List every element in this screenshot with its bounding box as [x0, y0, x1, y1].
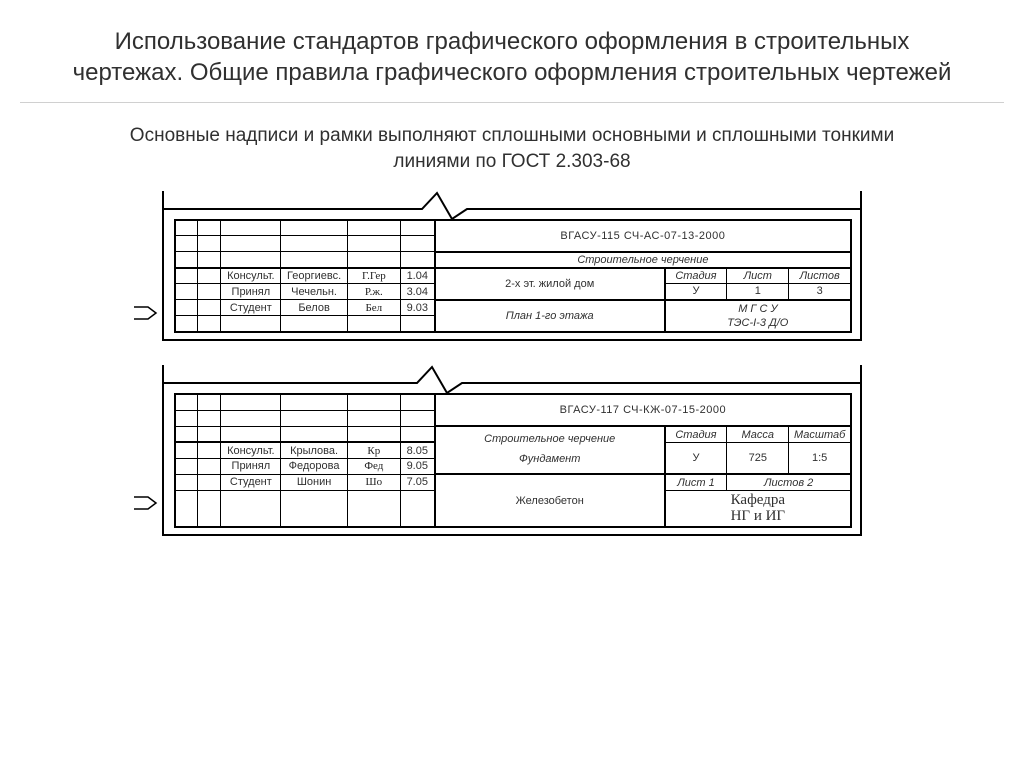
stage-val: У: [665, 284, 727, 300]
signature: Р.ж.: [347, 284, 400, 300]
sheet-name: План 1-го этажа: [435, 300, 665, 333]
sheet-val: 1: [727, 284, 789, 300]
pointer-icon: [134, 303, 162, 323]
divider: [20, 102, 1004, 103]
drawing-code: ВГАСУ-115 СЧ-АС-07-13-2000: [435, 220, 851, 252]
object-name: 2-х эт. жилой дом: [435, 268, 665, 300]
signature: Г.Гер: [347, 268, 400, 284]
org-block: КафедраНГ и ИГ: [665, 490, 851, 527]
mass-val: 725: [727, 442, 789, 474]
mass-hdr: Масса: [727, 426, 789, 442]
sheets-val: 3: [789, 284, 851, 300]
role-name: Федорова: [281, 458, 348, 474]
scale-val: 1:5: [789, 442, 851, 474]
pointer-icon: [134, 493, 162, 513]
stage-hdr: Стадия: [665, 268, 727, 284]
subtitle: Основные надписи и рамки выполняют сплош…: [0, 123, 1024, 190]
role-label: Студент: [221, 474, 281, 490]
role-label: Принял: [221, 458, 281, 474]
role-date: 3.04: [400, 284, 434, 300]
role-date: 8.05: [400, 442, 434, 458]
sheet-hdr: Лист: [727, 268, 789, 284]
title-block-2: ВГАСУ-117 СЧ-КЖ-07-15-2000 Строительное …: [162, 365, 862, 536]
signature: Бел: [347, 300, 400, 316]
role-label: Консульт.: [221, 268, 281, 284]
org-block: М Г С УТЭС-I-3 Д/О: [665, 300, 851, 333]
signature: Кр: [347, 442, 400, 458]
discipline-object: Строительное черчение Фундамент: [435, 426, 665, 474]
sheet-name: Железобетон: [435, 474, 665, 527]
discipline: Строительное черчение: [435, 252, 851, 268]
title-block-1: ВГАСУ-115 СЧ-АС-07-13-2000 Строительное …: [162, 191, 862, 342]
sheet-lbl: Лист 1: [665, 474, 727, 490]
role-date: 9.05: [400, 458, 434, 474]
role-name: Георгиевс.: [281, 268, 348, 284]
stamp-table-2: ВГАСУ-117 СЧ-КЖ-07-15-2000 Строительное …: [174, 393, 852, 528]
role-name: Чечельн.: [281, 284, 348, 300]
sheets-lbl: Листов 2: [727, 474, 851, 490]
role-name: Шонин: [281, 474, 348, 490]
stage-val: У: [665, 442, 727, 474]
drawing-code: ВГАСУ-117 СЧ-КЖ-07-15-2000: [435, 394, 851, 426]
signature: Шо: [347, 474, 400, 490]
role-date: 7.05: [400, 474, 434, 490]
role-date: 9.03: [400, 300, 434, 316]
scale-hdr: Масштаб: [789, 426, 851, 442]
role-label: Студент: [221, 300, 281, 316]
stage-hdr: Стадия: [665, 426, 727, 442]
role-label: Принял: [221, 284, 281, 300]
role-name: Крылова.: [281, 442, 348, 458]
stamp-table-1: ВГАСУ-115 СЧ-АС-07-13-2000 Строительное …: [174, 219, 852, 334]
page-title: Использование стандартов графического оф…: [0, 0, 1024, 102]
signature: Фед: [347, 458, 400, 474]
sheets-hdr: Листов: [789, 268, 851, 284]
role-date: 1.04: [400, 268, 434, 284]
role-name: Белов: [281, 300, 348, 316]
role-label: Консульт.: [221, 442, 281, 458]
